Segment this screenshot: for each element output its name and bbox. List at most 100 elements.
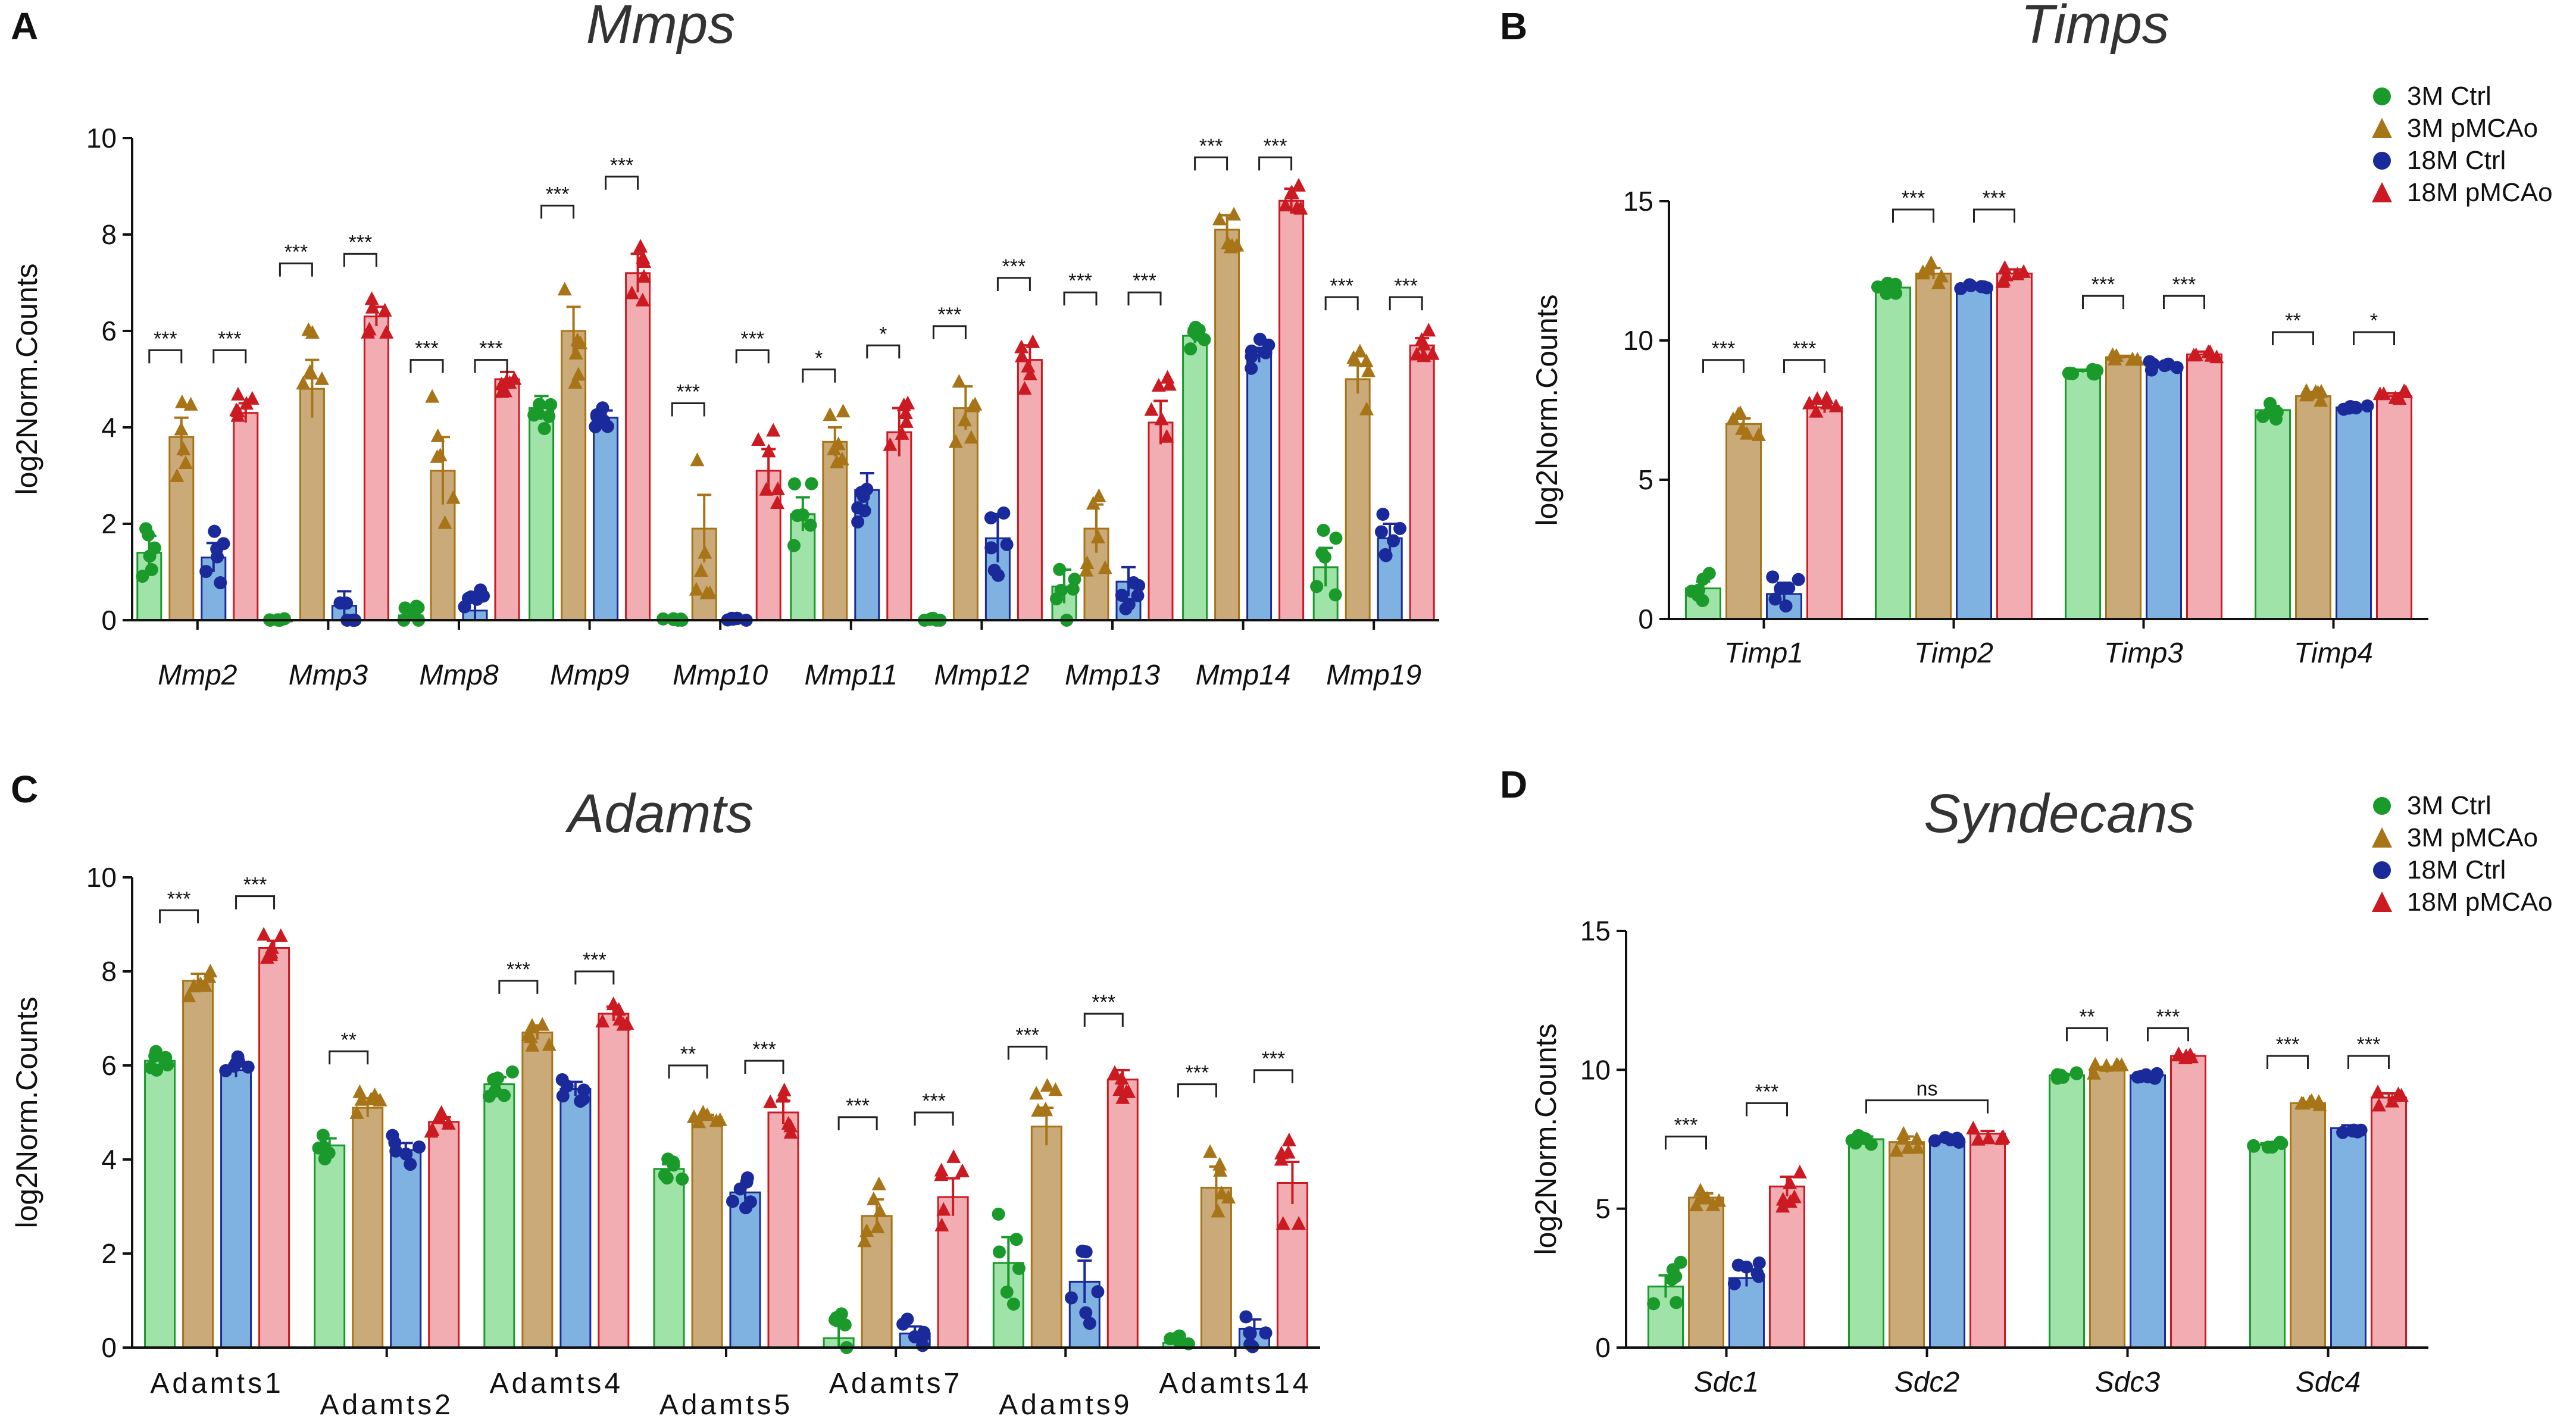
data-point: [176, 441, 191, 455]
data-point: [1026, 334, 1040, 348]
bar: [428, 1121, 460, 1349]
data-point: [694, 563, 709, 577]
significance-label: ns: [1917, 1078, 1938, 1101]
data-point: [699, 585, 714, 599]
data-point: [2017, 264, 2031, 278]
data-point: [712, 1112, 727, 1126]
data-point: [1211, 1204, 1226, 1218]
x-category-label: Timp3: [2104, 637, 2183, 669]
data-point: [1996, 272, 2011, 286]
data-point: [1750, 1267, 1764, 1280]
significance-label: ***: [610, 154, 634, 177]
data-point: [1107, 1065, 1122, 1079]
data-point: [1911, 1140, 1925, 1154]
data-point: [2351, 1125, 2365, 1139]
bar: [2130, 1074, 2166, 1349]
data-point: [1735, 421, 1750, 435]
significance-bracket: [668, 1064, 708, 1079]
data-point: [992, 1245, 1006, 1259]
data-point: [1731, 1258, 1745, 1272]
data-point: [1361, 363, 1376, 377]
significance-bracket: [279, 262, 313, 277]
data-point: [505, 1065, 519, 1079]
data-point: [2361, 399, 2374, 413]
data-point: [214, 576, 227, 590]
data-point: [232, 1055, 246, 1068]
x-category-label: Adamts4: [490, 1368, 623, 1399]
significance-label: ***: [1133, 270, 1156, 292]
y-tick-label: 2: [101, 508, 117, 539]
data-point: [367, 1087, 382, 1102]
significance-bracket: [1892, 208, 1934, 223]
significance-bracket: [2147, 1027, 2189, 1042]
data-point: [743, 1195, 757, 1209]
data-point: [667, 1158, 680, 1172]
bar: [861, 1215, 893, 1349]
significance-label: **: [2079, 1005, 2094, 1028]
data-point: [783, 1124, 798, 1139]
data-point: [1064, 1291, 1078, 1305]
data-point: [1014, 348, 1029, 362]
data-point: [1359, 401, 1374, 415]
significance-bracket: [498, 980, 539, 994]
data-point: [635, 292, 650, 307]
data-point: [361, 324, 376, 339]
data-point: [365, 299, 380, 314]
bar: [2249, 1143, 2286, 1349]
data-point: [1752, 1256, 1766, 1270]
bar: [2290, 1102, 2326, 1349]
data-point: [521, 1027, 536, 1041]
chart-title: Adamts: [565, 783, 754, 844]
bar: [2049, 1074, 2085, 1349]
data-point: [1278, 198, 1293, 212]
data-point: [487, 1073, 501, 1086]
significance-label: ***: [938, 304, 962, 326]
data-point: [2247, 1139, 2261, 1153]
data-point: [316, 1129, 330, 1142]
data-point: [379, 324, 394, 339]
data-point: [851, 515, 865, 529]
data-point: [1934, 268, 1949, 283]
significance-bracket: [2347, 1055, 2390, 1069]
data-point: [557, 282, 572, 296]
y-tick-label: 10: [1580, 1054, 1611, 1085]
significance-label: ***: [740, 327, 764, 350]
data-point: [322, 1146, 336, 1160]
bar: [1030, 1126, 1062, 1349]
data-point: [2108, 351, 2122, 365]
data-point: [1997, 260, 2012, 274]
data-point: [804, 518, 817, 532]
y-axis-label: log2Norm.Counts: [1529, 1023, 1562, 1255]
data-point: [533, 398, 546, 411]
data-point: [1227, 207, 1242, 221]
significance-label: ***: [1262, 1048, 1286, 1070]
bar: [2295, 395, 2331, 620]
data-point: [139, 522, 153, 536]
significance-bracket: [1253, 1069, 1293, 1083]
data-point: [230, 408, 245, 422]
data-point: [896, 1317, 910, 1331]
data-point: [838, 1318, 852, 1332]
data-point: [660, 1171, 674, 1185]
significance-label: ***: [1902, 187, 1925, 210]
data-point: [2299, 387, 2314, 402]
data-point: [611, 1002, 626, 1016]
y-tick-label: 5: [1638, 464, 1653, 495]
data-point: [656, 612, 670, 626]
x-category-label: Mmp3: [289, 660, 368, 691]
data-point: [1131, 589, 1145, 602]
bar: [2371, 1096, 2407, 1349]
panel-letter-a: A: [11, 5, 38, 48]
data-point: [992, 1207, 1005, 1221]
x-category-label: Mmp14: [1196, 660, 1291, 691]
data-point: [1162, 377, 1177, 391]
significance-bracket: [866, 344, 901, 359]
data-point: [174, 421, 189, 436]
data-point: [1928, 1134, 1942, 1148]
bar: [233, 412, 259, 621]
data-point: [1889, 286, 1903, 300]
data-point: [570, 332, 585, 346]
y-tick-label: 0: [1595, 1332, 1611, 1363]
